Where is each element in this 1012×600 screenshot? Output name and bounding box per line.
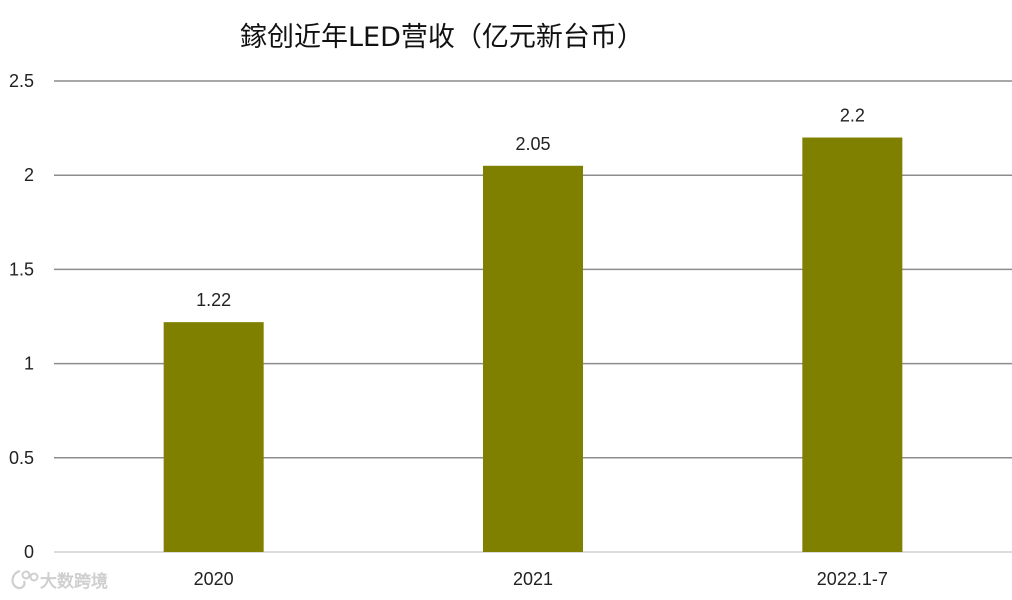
y-tick-label: 2.5 [9, 71, 34, 91]
watermark: 大数跨境 [11, 569, 108, 592]
y-axis-ticks: 0 0.5 1 1.5 2 2.5 [9, 71, 34, 562]
bar-2022.1-7 [802, 137, 903, 552]
data-labels: 1.22 2.05 2.2 [196, 106, 865, 311]
y-tick-label: 1 [24, 354, 34, 374]
data-label: 1.22 [196, 290, 231, 310]
y-tick-label: 0 [24, 542, 34, 562]
y-tick-label: 1.5 [9, 259, 34, 279]
x-tick-label: 2020 [194, 569, 234, 589]
x-tick-label: 2021 [513, 569, 553, 589]
chart-title: 鎵创近年LED营收（亿元新台币） [240, 22, 644, 53]
bar-2021 [483, 165, 583, 552]
watermark-text: 大数跨境 [40, 571, 108, 592]
bar-2020 [163, 322, 264, 552]
bars [163, 137, 903, 552]
y-tick-label: 2 [24, 165, 34, 185]
y-tick-label: 0.5 [9, 448, 34, 468]
x-axis-ticks: 2020 2021 2022.1-7 [194, 569, 888, 589]
brand-logo-icon [11, 569, 39, 590]
x-tick-label: 2022.1-7 [817, 569, 888, 589]
data-label: 2.2 [840, 106, 865, 126]
data-label: 2.05 [515, 134, 550, 154]
